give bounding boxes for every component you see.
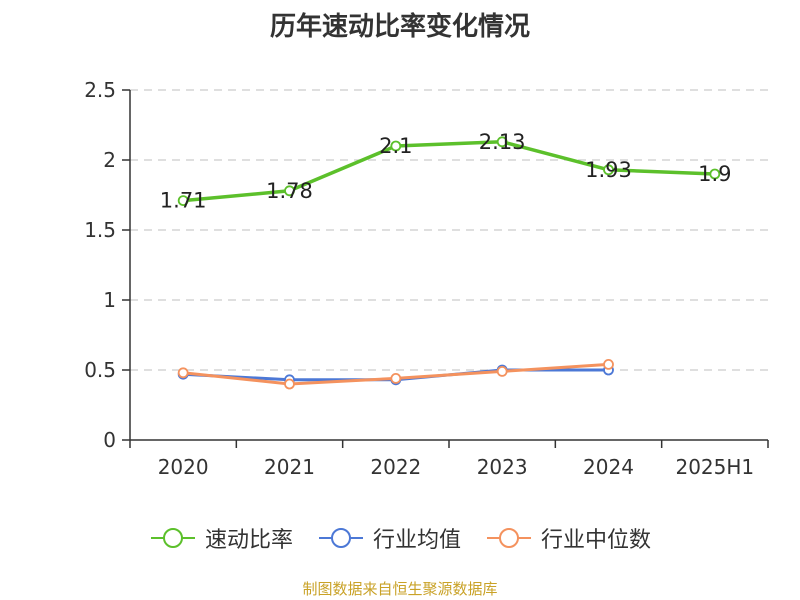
legend-marker-industry-median — [487, 528, 531, 548]
chart-title: 历年速动比率变化情况 — [269, 12, 530, 42]
data-label-2: 2.1 — [379, 134, 412, 158]
point-s2-4 — [603, 358, 614, 370]
x-tick-label-0: 2020 — [158, 455, 209, 479]
x-tick-label-3: 2023 — [477, 455, 528, 479]
y-tick-label-2: 1 — [103, 288, 116, 312]
data-label-5: 1.9 — [698, 162, 731, 186]
data-label-0: 1.71 — [160, 189, 207, 213]
point-s0-0 — [177, 195, 189, 207]
point-s2-0 — [177, 367, 189, 379]
y-tick-label-0: 0 — [103, 428, 116, 452]
legend[interactable]: 速动比率 行业均值 行业中位数 — [0, 520, 800, 556]
legend-label-industry-average: 行业均值 — [372, 528, 461, 553]
point-s2-1 — [284, 378, 295, 390]
series-layer — [177, 136, 721, 390]
y-tick-label-4: 2 — [103, 148, 116, 172]
legend-item-industry-average[interactable]: 行业均值 — [317, 522, 461, 554]
legend-item-quick-ratio[interactable]: 速动比率 — [149, 522, 293, 554]
data-label-3: 2.13 — [479, 130, 526, 154]
legend-label-industry-median: 行业中位数 — [541, 528, 652, 553]
point-s0-4 — [603, 164, 614, 176]
x-tick-label-2: 2022 — [370, 455, 421, 479]
series-line-0 — [183, 140, 715, 203]
legend-marker-quick-ratio — [150, 528, 195, 548]
point-s0-5 — [709, 168, 721, 180]
point-s0-2 — [390, 140, 402, 152]
point-s0-3 — [496, 136, 508, 148]
y-tick-label-1: 0.5 — [84, 358, 116, 382]
data-label-1: 1.78 — [266, 179, 313, 203]
x-tick-label-1: 2021 — [264, 455, 315, 479]
data-labels: 1.71 1.78 2.1 2.13 1.93 1.9 — [160, 130, 732, 213]
axes: 0 0.5 1 1.5 2 2.5 2020 2021 2022 2023 2024 2025H1 — [84, 78, 769, 479]
grid-lines — [130, 89, 768, 371]
legend-marker-industry-average — [318, 528, 363, 548]
x-tick-label-5: 2025H1 — [675, 455, 754, 479]
point-s2-3 — [496, 365, 508, 377]
y-tick-label-5: 2.5 — [84, 78, 116, 102]
x-tick-label-4: 2024 — [583, 455, 634, 479]
point-s0-1 — [284, 185, 295, 197]
data-source-note: 制图数据来自恒生聚源数据库 — [302, 580, 498, 598]
data-label-4: 1.93 — [585, 158, 632, 182]
legend-item-industry-median[interactable]: 行业中位数 — [485, 522, 651, 554]
legend-label-quick-ratio: 速动比率 — [204, 528, 293, 553]
point-s2-2 — [390, 372, 402, 384]
y-tick-label-3: 1.5 — [84, 218, 116, 242]
